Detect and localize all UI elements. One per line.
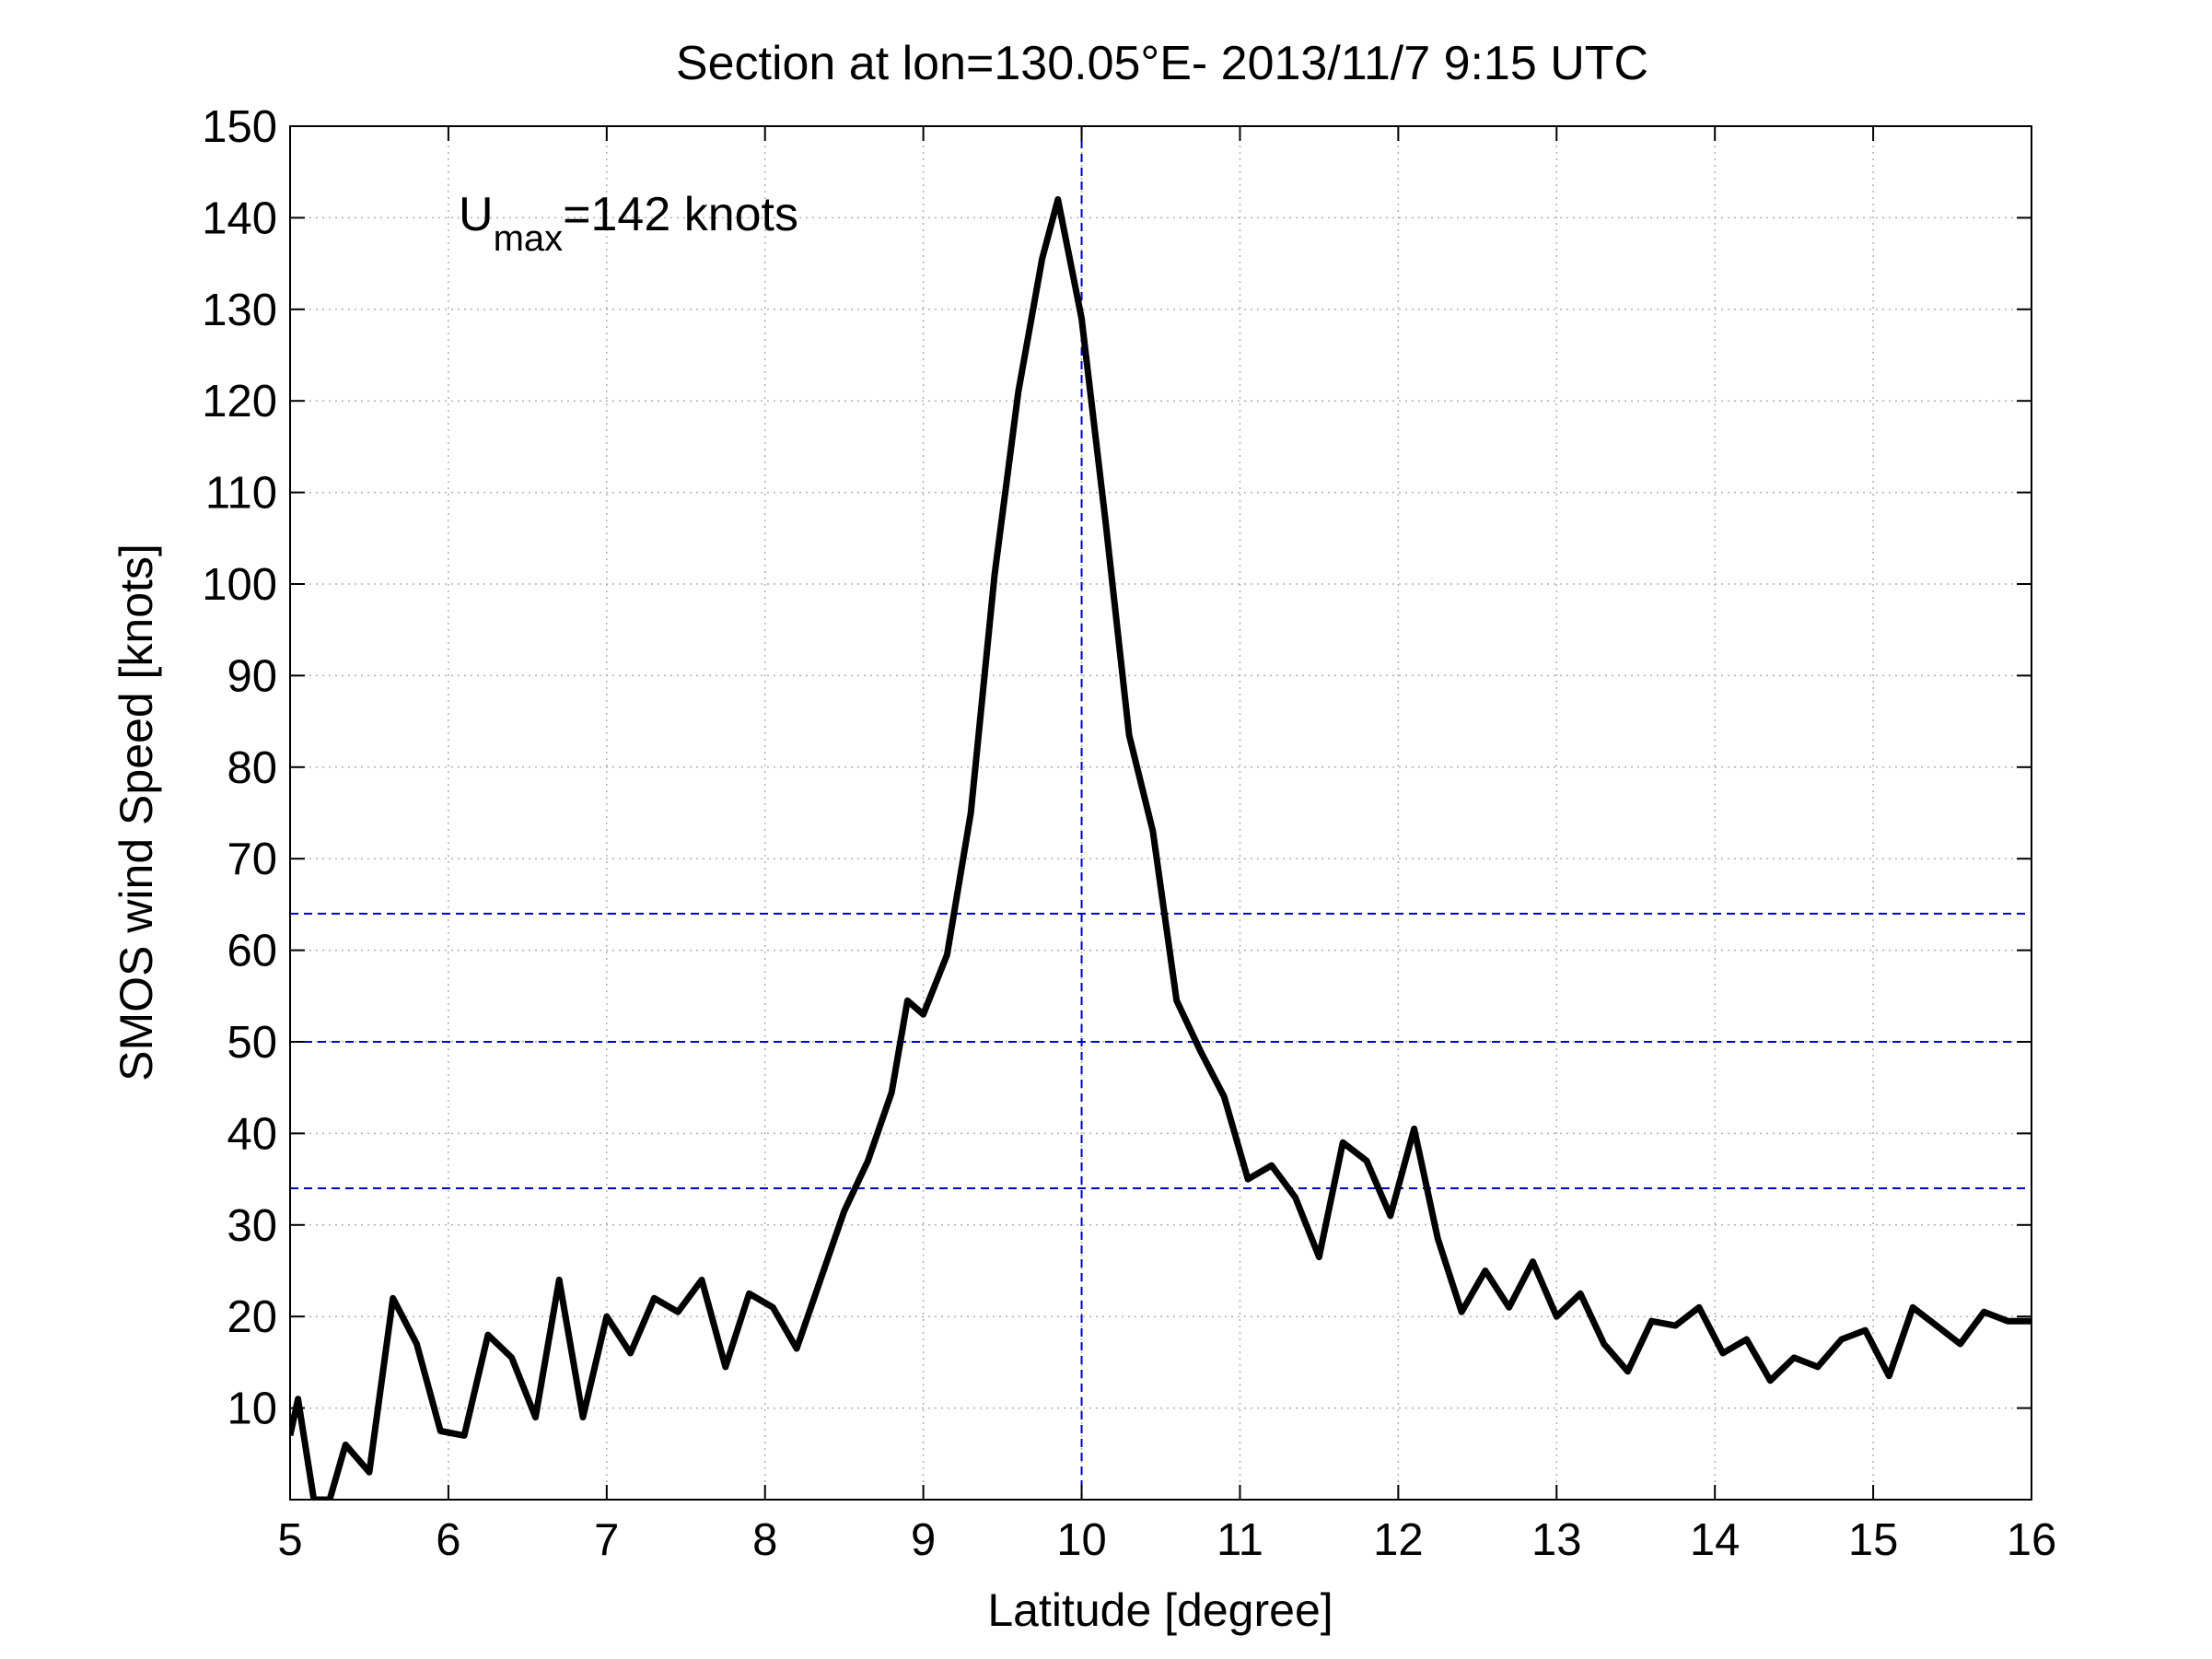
y-tick-label: 110 [205,469,277,519]
y-tick-label: 120 [202,377,277,426]
series-lines [290,196,2032,1500]
y-tick-label: 140 [202,193,277,243]
y-tick-label: 90 [227,651,277,701]
x-tick-label: 8 [752,1515,777,1565]
umax-annotation-subscript: max [494,218,564,259]
y-tick-label: 30 [227,1201,277,1251]
x-tick-label: 11 [1217,1515,1263,1565]
y-tick-label: 130 [202,286,277,335]
x-tick-label: 7 [594,1515,619,1565]
umax-annotation-value: =142 knots [563,188,798,241]
chart-title: Section at lon=130.05°E- 2013/11/7 9:15 … [676,37,1648,90]
y-axis-title: SMOS wind Speed [knots] [111,543,162,1081]
x-tick-label: 14 [1690,1515,1740,1565]
y-tick-labels: 10 20 30 40 50 60 70 80 90 100 110 120 130 140 150 [202,102,277,1434]
y-tick-label: 50 [227,1018,277,1068]
x-tick-label: 16 [2007,1515,2057,1565]
y-tick-label: 70 [227,835,277,884]
x-tick-label: 15 [1848,1515,1899,1565]
x-tick-label: 13 [1531,1515,1582,1565]
umax-annotation-main: U [459,188,494,241]
x-tick-labels: 5 6 7 8 9 10 11 12 13 14 15 16 [277,1515,2056,1565]
x-tick-label: 6 [436,1515,460,1565]
x-tick-label: 9 [911,1515,936,1565]
x-axis-title: Latitude [degree] [987,1584,1333,1636]
tick-marks [289,125,2032,1500]
y-tick-label: 150 [202,102,277,152]
reference-lines [290,126,2032,1500]
y-tick-label: 20 [227,1292,277,1342]
wind-speed-line [290,196,2032,1500]
y-tick-label: 10 [227,1384,277,1434]
y-tick-label: 100 [202,560,277,610]
x-tick-label: 10 [1056,1515,1107,1565]
y-tick-label: 60 [227,927,277,976]
y-tick-label: 40 [227,1109,277,1159]
umax-annotation: Umax=142 knots [459,188,798,259]
y-tick-label: 80 [227,743,277,793]
x-tick-label: 12 [1373,1515,1424,1565]
x-tick-label: 5 [277,1515,302,1565]
plot-frame [289,125,2032,1501]
